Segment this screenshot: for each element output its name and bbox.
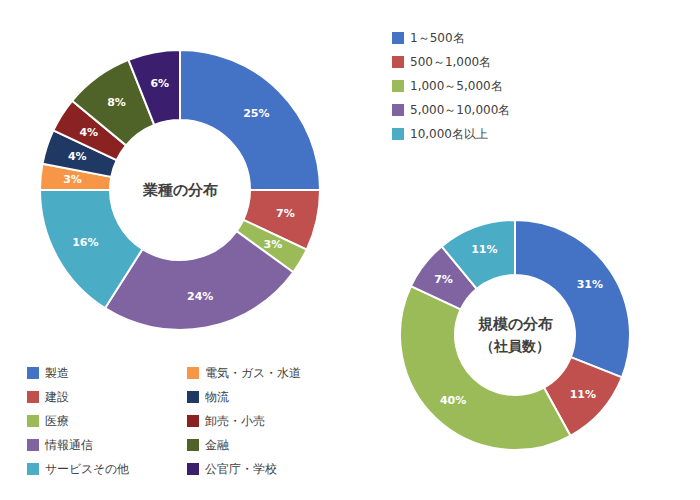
svg-text:規模の分布: 規模の分布: [477, 315, 553, 333]
svg-text:業種の分布: 業種の分布: [142, 181, 218, 199]
svg-text:500～1,000名: 500～1,000名: [410, 55, 491, 69]
svg-text:公官庁・学校: 公官庁・学校: [205, 462, 277, 476]
svg-text:医療: 医療: [45, 414, 69, 428]
svg-text:サービスその他: サービスその他: [45, 462, 129, 476]
svg-text:電気・ガス・水道: 電気・ガス・水道: [205, 366, 301, 380]
svg-text:5,000～10,000名: 5,000～10,000名: [410, 103, 510, 117]
svg-text:40%: 40%: [440, 394, 466, 407]
svg-text:16%: 16%: [72, 236, 98, 249]
svg-text:6%: 6%: [150, 77, 169, 90]
svg-text:11%: 11%: [471, 243, 497, 256]
svg-text:1～500名: 1～500名: [410, 31, 465, 45]
svg-text:4%: 4%: [68, 150, 87, 163]
svg-text:物流: 物流: [205, 390, 229, 404]
svg-text:3%: 3%: [264, 238, 283, 251]
svg-text:10,000名以上: 10,000名以上: [410, 127, 488, 141]
svg-text:7%: 7%: [434, 273, 453, 286]
svg-text:1,000～5,000名: 1,000～5,000名: [410, 79, 503, 93]
svg-text:卸売・小売: 卸売・小売: [205, 414, 265, 428]
svg-text:情報通信: 情報通信: [44, 438, 93, 452]
svg-text:製造: 製造: [45, 366, 69, 380]
svg-text:3%: 3%: [63, 173, 82, 186]
svg-text:金融: 金融: [205, 438, 229, 452]
svg-text:7%: 7%: [276, 207, 295, 220]
svg-text:11%: 11%: [570, 388, 596, 401]
svg-text:24%: 24%: [187, 290, 213, 303]
svg-text:建設: 建設: [44, 390, 69, 404]
svg-text:25%: 25%: [243, 107, 269, 120]
svg-text:（社員数）: （社員数）: [480, 338, 550, 354]
svg-text:8%: 8%: [107, 96, 126, 109]
svg-text:4%: 4%: [79, 126, 98, 139]
svg-text:31%: 31%: [577, 278, 603, 291]
